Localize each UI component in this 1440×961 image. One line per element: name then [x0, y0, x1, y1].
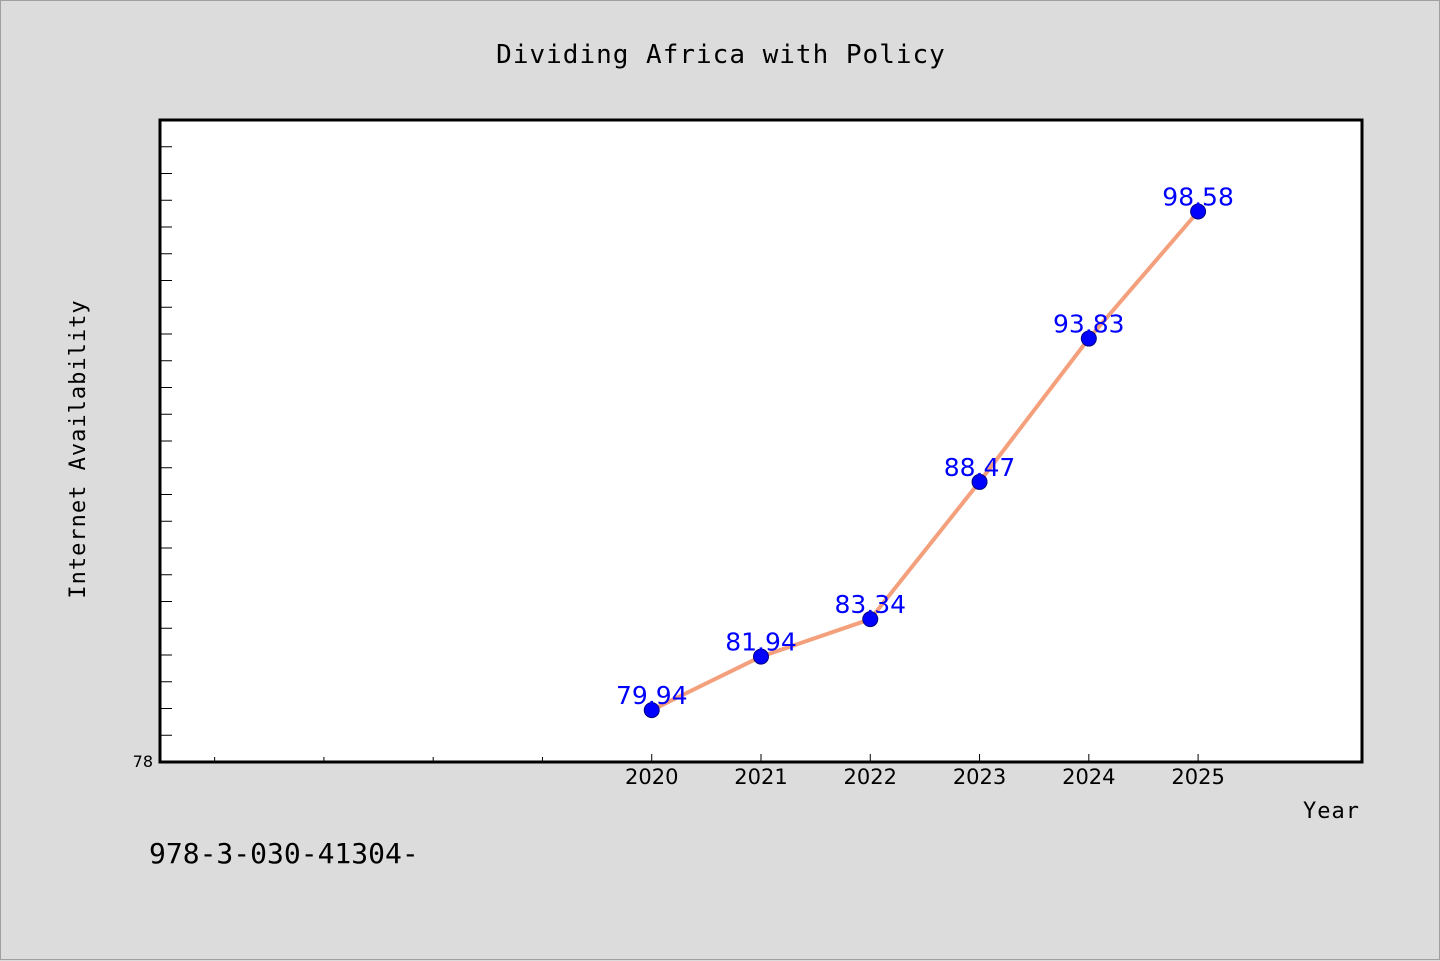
- x-tick-label: 2020: [625, 765, 678, 789]
- data-label: 93.83: [1053, 310, 1125, 339]
- data-label: 81.94: [725, 628, 797, 657]
- y-axis-label: Internet Availability: [66, 299, 91, 598]
- data-point: [971, 473, 988, 490]
- data-label: 79.94: [616, 681, 688, 710]
- x-tick-label: 2025: [1171, 765, 1224, 789]
- x-tick-label: 2021: [734, 765, 787, 789]
- data-point: [862, 611, 879, 628]
- x-tick-label: 2024: [1062, 765, 1115, 789]
- data-point: [753, 648, 769, 665]
- data-point: [1190, 203, 1207, 220]
- x-axis-minor-ticks: [214, 757, 543, 762]
- series-line: [649, 209, 1201, 713]
- x-tick-label: 2022: [844, 765, 897, 789]
- y-tick-label-min: 78: [133, 752, 153, 771]
- plot-area: [158, 118, 1364, 764]
- data-label: 83.34: [834, 590, 906, 619]
- y-axis-minor-ticks: [160, 146, 172, 736]
- data-label: 98.58: [1162, 182, 1234, 211]
- data-point: [1080, 330, 1097, 347]
- footer-text: 978-3-030-41304-: [149, 837, 419, 870]
- data-label: 88.47: [944, 453, 1016, 482]
- x-axis-major-ticks: [651, 754, 1199, 762]
- data-point: [643, 702, 660, 719]
- data-labels: 79.94 81.94 83.34 88.47 93.83 98.58: [616, 182, 1234, 710]
- x-tick-label: 2023: [953, 765, 1006, 789]
- x-tick-labels: 2020 2021 2022 2023 2024 2025: [625, 765, 1225, 789]
- data-markers: [643, 203, 1207, 719]
- chart-title: Dividing Africa with Policy: [496, 40, 946, 70]
- x-axis-label: Year: [1303, 799, 1360, 824]
